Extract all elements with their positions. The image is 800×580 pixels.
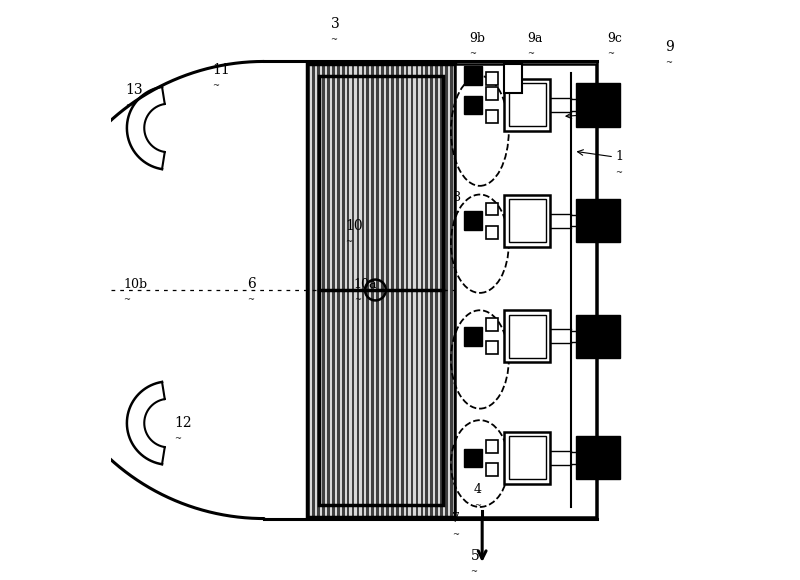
Bar [464,96,482,114]
Bar [464,448,482,467]
Text: 9: 9 [665,40,674,54]
Bar [319,76,443,505]
Text: 10a: 10a [354,278,378,291]
Bar [312,64,315,517]
Text: ~: ~ [452,209,459,218]
Text: 9b: 9b [470,32,486,45]
Bar [486,110,498,123]
Bar [362,64,364,517]
Bar [577,436,620,480]
Bar [342,64,345,517]
Text: 4: 4 [474,483,482,496]
Bar [486,463,498,476]
Bar [486,440,498,452]
Bar [504,79,550,131]
Text: ~: ~ [615,169,622,177]
Text: 7: 7 [452,512,460,525]
Bar [486,342,498,354]
Bar [450,64,453,517]
Text: 2: 2 [610,103,618,116]
Text: 9c: 9c [607,32,622,45]
Bar [486,87,498,100]
Bar [440,64,443,517]
Text: ~: ~ [470,568,478,577]
Bar [486,202,498,215]
Bar [391,64,394,517]
Bar [577,314,620,358]
Bar [504,432,550,484]
Text: 10b: 10b [123,278,147,291]
Bar [464,327,482,346]
Bar [504,64,522,93]
Bar [486,72,498,85]
Bar [357,64,359,517]
Text: ~: ~ [123,296,130,304]
Text: 9a: 9a [527,32,542,45]
Bar [509,84,546,126]
Bar [577,199,620,242]
Bar [366,64,369,517]
Text: 13: 13 [125,84,142,97]
Bar [504,310,550,362]
Text: ~: ~ [665,59,672,67]
Text: ~: ~ [610,122,617,130]
Text: ~: ~ [452,531,459,539]
Bar [307,64,455,517]
Bar [346,64,350,517]
Bar [396,64,398,517]
Text: 8: 8 [452,191,460,204]
Bar [410,64,414,517]
Text: 1: 1 [615,150,623,164]
Bar [406,64,409,517]
Bar [577,83,620,126]
Bar [386,64,389,517]
Bar [322,64,325,517]
Bar [435,64,438,517]
Bar [486,226,498,238]
Bar [445,64,448,517]
Bar [455,64,595,517]
Text: ~: ~ [174,435,182,443]
Bar [426,64,428,517]
Text: ~: ~ [527,50,534,59]
Text: 5: 5 [470,549,479,563]
Text: 6: 6 [246,277,255,291]
Text: 3: 3 [330,17,339,31]
Bar [327,64,330,517]
Bar [509,315,546,358]
Bar [352,64,354,517]
Bar [464,66,482,85]
Bar [430,64,433,517]
Text: ~: ~ [246,296,254,304]
Bar [401,64,403,517]
Bar [318,64,320,517]
Bar [486,318,498,331]
Bar [371,64,374,517]
Text: ~: ~ [330,36,338,44]
Text: 10: 10 [345,219,362,233]
Bar [504,194,550,246]
Bar [509,199,546,242]
Bar [307,64,310,517]
Bar [421,64,423,517]
Bar [332,64,334,517]
Bar [381,64,384,517]
Text: ~: ~ [470,50,477,59]
Bar [376,64,379,517]
Bar [307,64,455,517]
Text: 12: 12 [174,416,192,430]
Text: ~: ~ [345,238,352,246]
Text: ~: ~ [354,296,361,304]
Text: ~: ~ [125,103,132,111]
Bar [337,64,340,517]
Text: ~: ~ [607,50,614,59]
Bar [416,64,418,517]
Bar [509,436,546,479]
Bar [464,211,482,230]
Text: ~: ~ [474,502,481,510]
Text: ~: ~ [212,82,219,90]
Text: 11: 11 [212,63,230,77]
